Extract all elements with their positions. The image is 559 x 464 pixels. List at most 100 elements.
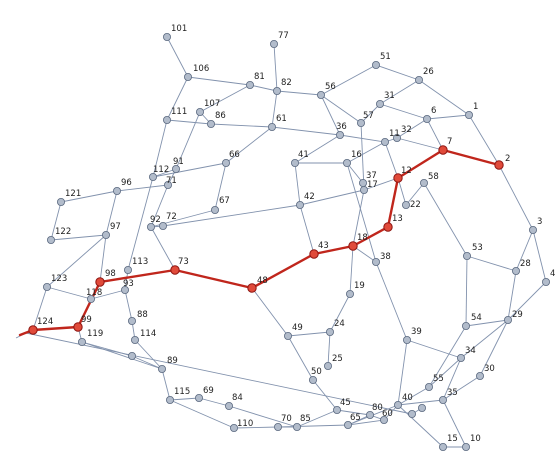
graph-edge	[427, 119, 443, 150]
node-label-7: 7	[447, 137, 452, 147]
graph-edge	[499, 165, 533, 230]
node-label-115: 115	[174, 387, 190, 397]
graph-edge	[47, 287, 91, 299]
graph-edge	[376, 65, 419, 80]
node-label-99: 99	[81, 315, 92, 325]
node-label-26: 26	[423, 67, 434, 77]
node-label-96: 96	[121, 178, 132, 188]
graph-node-81	[246, 81, 253, 88]
node-label-13: 13	[392, 214, 403, 224]
node-label-111: 111	[171, 107, 187, 117]
graph-node-u3	[408, 410, 415, 417]
graph-node-24	[326, 328, 333, 335]
node-label-69: 69	[203, 386, 214, 396]
node-label-58: 58	[428, 172, 439, 182]
graph-node-39	[403, 336, 410, 343]
node-label-6: 6	[431, 106, 436, 116]
graph-node-111	[163, 116, 170, 123]
node-label-18: 18	[357, 233, 368, 243]
graph-node-31	[376, 100, 383, 107]
graph-node-34	[457, 354, 464, 361]
graph-edge	[300, 205, 314, 254]
node-label-81: 81	[254, 72, 265, 82]
node-label-67: 67	[219, 196, 230, 206]
node-label-70: 70	[281, 414, 292, 424]
node-label-3: 3	[537, 217, 542, 227]
graph-edge	[167, 37, 188, 77]
node-label-88: 88	[137, 310, 148, 320]
node-label-93: 93	[123, 279, 134, 289]
path-node-13	[384, 223, 392, 231]
node-label-32: 32	[401, 125, 412, 135]
node-label-89: 89	[167, 356, 178, 366]
graph-edge	[288, 336, 313, 380]
graph-node-41	[291, 159, 298, 166]
node-label-73: 73	[178, 257, 189, 267]
node-label-106: 106	[193, 64, 209, 74]
node-label-40: 40	[402, 393, 413, 403]
node-label-121: 121	[65, 189, 81, 199]
graph-node-4	[542, 278, 549, 285]
graph-node-38	[372, 258, 379, 265]
graph-node-10	[462, 443, 469, 450]
node-label-85: 85	[300, 414, 311, 424]
node-label-107: 107	[204, 99, 220, 109]
node-label-119: 119	[87, 329, 103, 339]
node-label-77: 77	[278, 31, 289, 41]
node-label-53: 53	[472, 243, 483, 253]
node-label-122: 122	[55, 227, 71, 237]
graph-edge	[533, 230, 546, 282]
graph-node-40	[394, 401, 401, 408]
graph-node-30	[476, 372, 483, 379]
graph-edge	[328, 332, 330, 366]
graph-node-58	[420, 179, 427, 186]
node-label-124: 124	[37, 317, 53, 327]
graph-node-16	[343, 159, 350, 166]
graph-node-56	[317, 91, 324, 98]
graph-edge	[376, 262, 407, 340]
graph-node-115	[166, 396, 173, 403]
graph-edge	[419, 80, 469, 115]
node-label-35: 35	[447, 388, 458, 398]
path-node-18	[349, 242, 357, 250]
graph-edge	[407, 340, 461, 358]
graph-node-61	[268, 123, 275, 130]
graph-node-50	[309, 376, 316, 383]
node-label-16: 16	[351, 150, 362, 160]
node-label-4: 4	[550, 269, 555, 279]
graph-edge	[167, 120, 211, 124]
graph-node-26	[415, 76, 422, 83]
graph-node-86	[207, 120, 214, 127]
graph-edge	[424, 183, 467, 256]
node-label-101: 101	[171, 24, 187, 34]
graph-node-22	[402, 201, 409, 208]
node-label-24: 24	[334, 319, 345, 329]
graph-edge	[380, 104, 427, 119]
graph-edge	[277, 91, 321, 95]
path-node-43	[310, 250, 318, 258]
node-label-65: 65	[350, 413, 361, 423]
graph-node-15	[439, 443, 446, 450]
graph-node-107	[196, 108, 203, 115]
node-label-10: 10	[470, 434, 481, 444]
path-edge	[33, 327, 78, 330]
graph-node-84	[225, 402, 232, 409]
node-label-91: 91	[173, 157, 184, 167]
graph-node-35	[439, 396, 446, 403]
node-label-112: 112	[153, 165, 169, 175]
node-label-114: 114	[140, 329, 156, 339]
node-label-55: 55	[433, 374, 444, 384]
graph-edge	[170, 398, 199, 400]
node-label-1: 1	[473, 102, 478, 112]
graph-node-6	[423, 115, 430, 122]
node-label-50: 50	[311, 367, 322, 377]
node-label-71: 71	[166, 176, 177, 186]
path-node-7	[439, 146, 447, 154]
graph-edge	[125, 290, 132, 321]
node-label-60: 60	[382, 409, 393, 419]
node-label-51: 51	[380, 52, 391, 62]
graph-node-u5	[128, 352, 135, 359]
graph-node-69	[195, 394, 202, 401]
graph-node-97	[102, 231, 109, 238]
graph-edge	[397, 138, 443, 150]
